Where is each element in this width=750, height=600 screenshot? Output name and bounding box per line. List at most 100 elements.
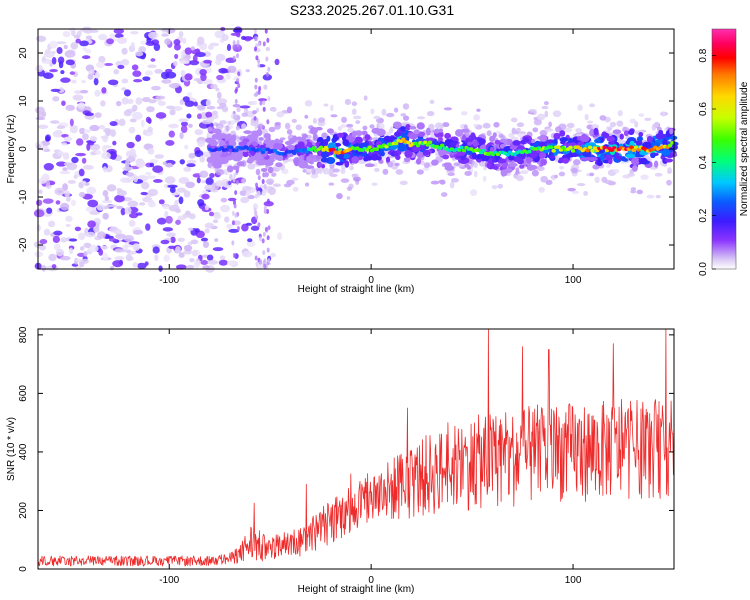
noise-blob (208, 211, 215, 217)
noise-blob (151, 85, 161, 91)
noise-blob (87, 73, 94, 80)
signal-halo-blob (310, 173, 319, 179)
noise-blob (262, 41, 266, 47)
ridge-blob (631, 148, 636, 152)
noise-blob (115, 100, 122, 107)
noise-blob (125, 172, 135, 177)
noise-blob (240, 196, 250, 204)
signal-blob (433, 128, 440, 134)
noise-blob (53, 230, 63, 236)
noise-blob (193, 260, 200, 269)
signal-halo-blob (617, 110, 623, 117)
noise-blob (219, 255, 226, 260)
signal-halo-blob (644, 117, 649, 121)
noise-blob (83, 129, 92, 133)
signal-halo-blob (386, 112, 395, 118)
noise-blob (64, 190, 71, 198)
signal-halo-blob (373, 162, 378, 167)
noise-blob (49, 68, 58, 73)
signal-halo-blob (206, 117, 214, 123)
signal-halo-blob (654, 172, 663, 177)
noise-blob (62, 30, 71, 38)
noise-blob (235, 53, 239, 59)
signal-halo-blob (344, 98, 352, 105)
signal-blob (526, 156, 532, 164)
noise-blob (147, 188, 159, 197)
signal-halo-blob (235, 125, 240, 131)
ridge-blob (456, 148, 462, 152)
noise-blob (35, 106, 45, 114)
noise-blob (261, 238, 265, 244)
noise-blob (57, 56, 65, 64)
noise-blob (51, 57, 57, 65)
noise-blob (148, 99, 157, 104)
noise-blob (88, 244, 99, 253)
signal-blob (376, 128, 386, 137)
signal-blob (409, 126, 417, 130)
noise-blob (115, 233, 126, 239)
noise-blob (69, 118, 74, 127)
signal-halo-blob (340, 124, 347, 128)
signal-halo-blob (376, 117, 385, 124)
noise-blob (135, 160, 146, 168)
noise-blob (190, 239, 199, 245)
noise-blob (263, 84, 268, 90)
noise-blob (63, 44, 68, 50)
noise-blob (237, 83, 241, 89)
noise-blob (63, 136, 73, 142)
signal-halo-blob (666, 179, 672, 186)
noise-blob (186, 163, 196, 168)
signal-halo-blob (283, 159, 290, 163)
noise-blob (110, 153, 117, 160)
signal-blob (662, 139, 668, 147)
signal-blob (276, 139, 284, 144)
x-tick-label: 0 (368, 575, 374, 586)
signal-halo-blob (351, 108, 357, 115)
noise-blob (243, 107, 249, 114)
signal-halo-blob (589, 103, 595, 108)
signal-blob (588, 156, 598, 162)
signal-blob (256, 128, 263, 137)
noise-blob (100, 100, 106, 107)
noise-blob (257, 41, 261, 47)
spectrogram-x-ticks: -100 0 100 (159, 29, 582, 286)
noise-blob (255, 182, 259, 188)
noise-blob (221, 34, 229, 42)
noise-blob (65, 223, 71, 227)
noise-blob (192, 54, 198, 63)
noise-blob (189, 258, 195, 263)
noise-blob (197, 140, 205, 147)
noise-blob (42, 198, 54, 204)
noise-blob (142, 76, 151, 82)
signal-blob (612, 129, 622, 135)
noise-blob (218, 67, 228, 74)
noise-blob (265, 56, 269, 62)
noise-blob (207, 259, 219, 265)
noise-blob (205, 177, 214, 186)
ridge-blob (570, 149, 576, 153)
noise-blob (165, 163, 174, 168)
signal-blob (243, 130, 252, 134)
signal-halo-blob (263, 173, 269, 178)
noise-blob (254, 84, 258, 90)
noise-blob (232, 252, 236, 258)
ridge-blob (425, 143, 430, 147)
noise-blob (196, 177, 201, 184)
signal-halo-blob (544, 110, 549, 118)
signal-blob (444, 132, 452, 140)
ridge-blob (364, 148, 370, 152)
signal-blob (403, 157, 411, 163)
signal-halo-blob (232, 114, 241, 121)
signal-halo-blob (330, 114, 338, 118)
signal-blob (354, 136, 363, 145)
signal-halo-blob (464, 170, 472, 176)
signal-halo-blob (613, 168, 620, 174)
signal-blob (636, 136, 643, 142)
noise-blob (255, 91, 259, 97)
signal-halo-blob (520, 170, 529, 175)
signal-halo-blob (497, 183, 503, 189)
noise-blob (237, 32, 241, 38)
noise-blob (99, 124, 105, 130)
signal-halo-blob (362, 125, 368, 131)
signal-halo-blob (640, 174, 649, 180)
